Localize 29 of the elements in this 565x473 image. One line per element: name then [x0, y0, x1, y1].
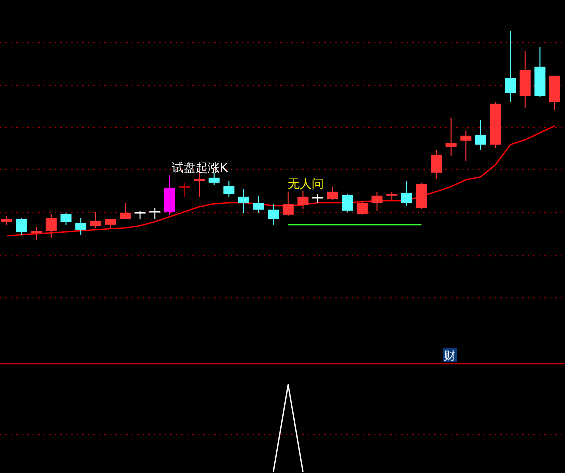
text: 财	[444, 349, 456, 363]
candlestick	[401, 180, 412, 206]
candlestick	[60, 212, 72, 226]
annotation: 试盘起涨K	[172, 161, 230, 175]
candlestick	[253, 195, 264, 214]
candlestick	[224, 180, 235, 198]
candlestick	[372, 191, 383, 212]
candlestick	[268, 204, 280, 226]
candlestick	[460, 130, 472, 162]
candlestick	[356, 200, 368, 216]
candlestick	[431, 149, 442, 180]
candlestick	[327, 186, 338, 201]
candlestick	[76, 218, 87, 236]
candlestick	[208, 172, 220, 186]
candlestick	[179, 182, 190, 198]
candlestick	[475, 120, 486, 150]
candlestick	[46, 214, 57, 238]
candlestick	[298, 190, 309, 210]
candlestick	[446, 117, 457, 156]
annotation: 无人问	[288, 177, 324, 191]
candlestick	[31, 226, 42, 240]
candlestick	[505, 30, 516, 103]
candlestick	[342, 194, 354, 212]
candlestick	[148, 208, 162, 220]
candlestick	[120, 202, 131, 220]
candlestick	[16, 218, 28, 236]
candlestick	[90, 211, 102, 229]
candlestick	[238, 188, 250, 214]
candlestick	[282, 191, 294, 216]
